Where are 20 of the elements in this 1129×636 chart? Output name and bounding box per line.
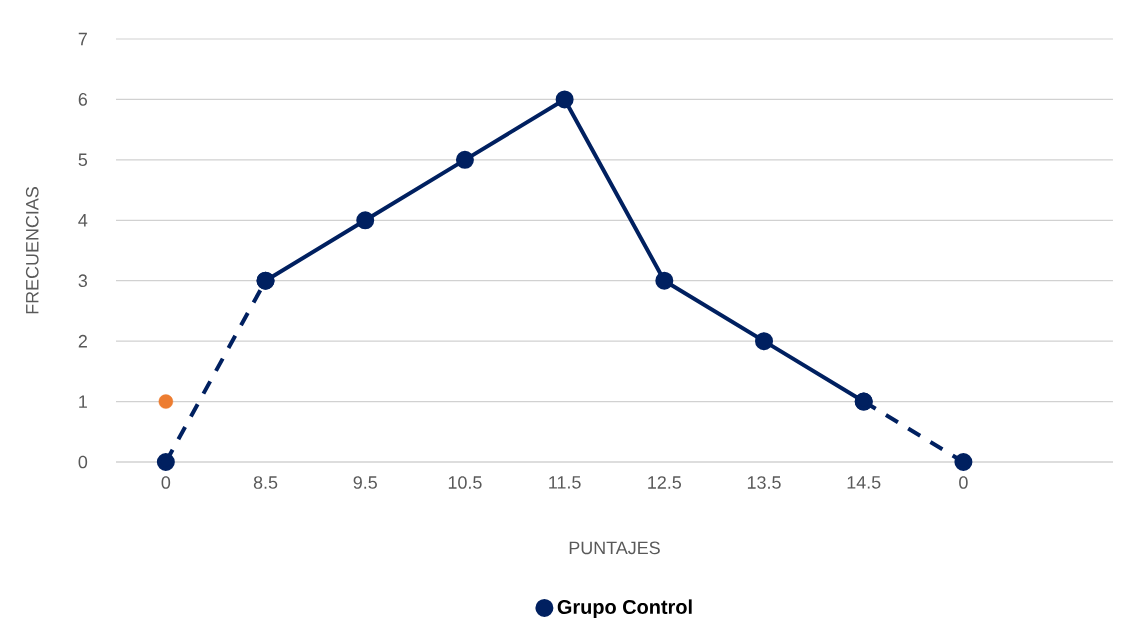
y-tick-label: 3 <box>78 274 88 288</box>
y-tick-label: 4 <box>78 214 88 227</box>
y-tick-label: 1 <box>79 395 87 408</box>
x-tick-label: 0 <box>161 476 171 489</box>
x-tick-label: 13.5 <box>747 476 781 489</box>
x-tick-label: 14.5 <box>847 476 881 489</box>
y-axis-title: FRECUENCIAS <box>25 187 39 314</box>
x-tick-label: 0 <box>959 476 968 489</box>
x-tick-label: 8.5 <box>253 476 278 489</box>
y-tick-label: 2 <box>78 334 87 348</box>
x-axis-title: PUNTAJES <box>569 541 660 555</box>
x-tick-label: 11.5 <box>549 476 581 489</box>
y-tick-label: 5 <box>78 153 88 167</box>
y-tick-label: 6 <box>78 93 88 106</box>
x-tick-label: 10.5 <box>448 476 482 489</box>
legend-label: Grupo Control <box>557 599 692 618</box>
y-tick-label: 7 <box>78 32 87 46</box>
y-tick-label: 0 <box>78 455 88 469</box>
x-tick-label: 12.5 <box>648 476 682 489</box>
x-tick-label: 9.5 <box>353 476 377 489</box>
